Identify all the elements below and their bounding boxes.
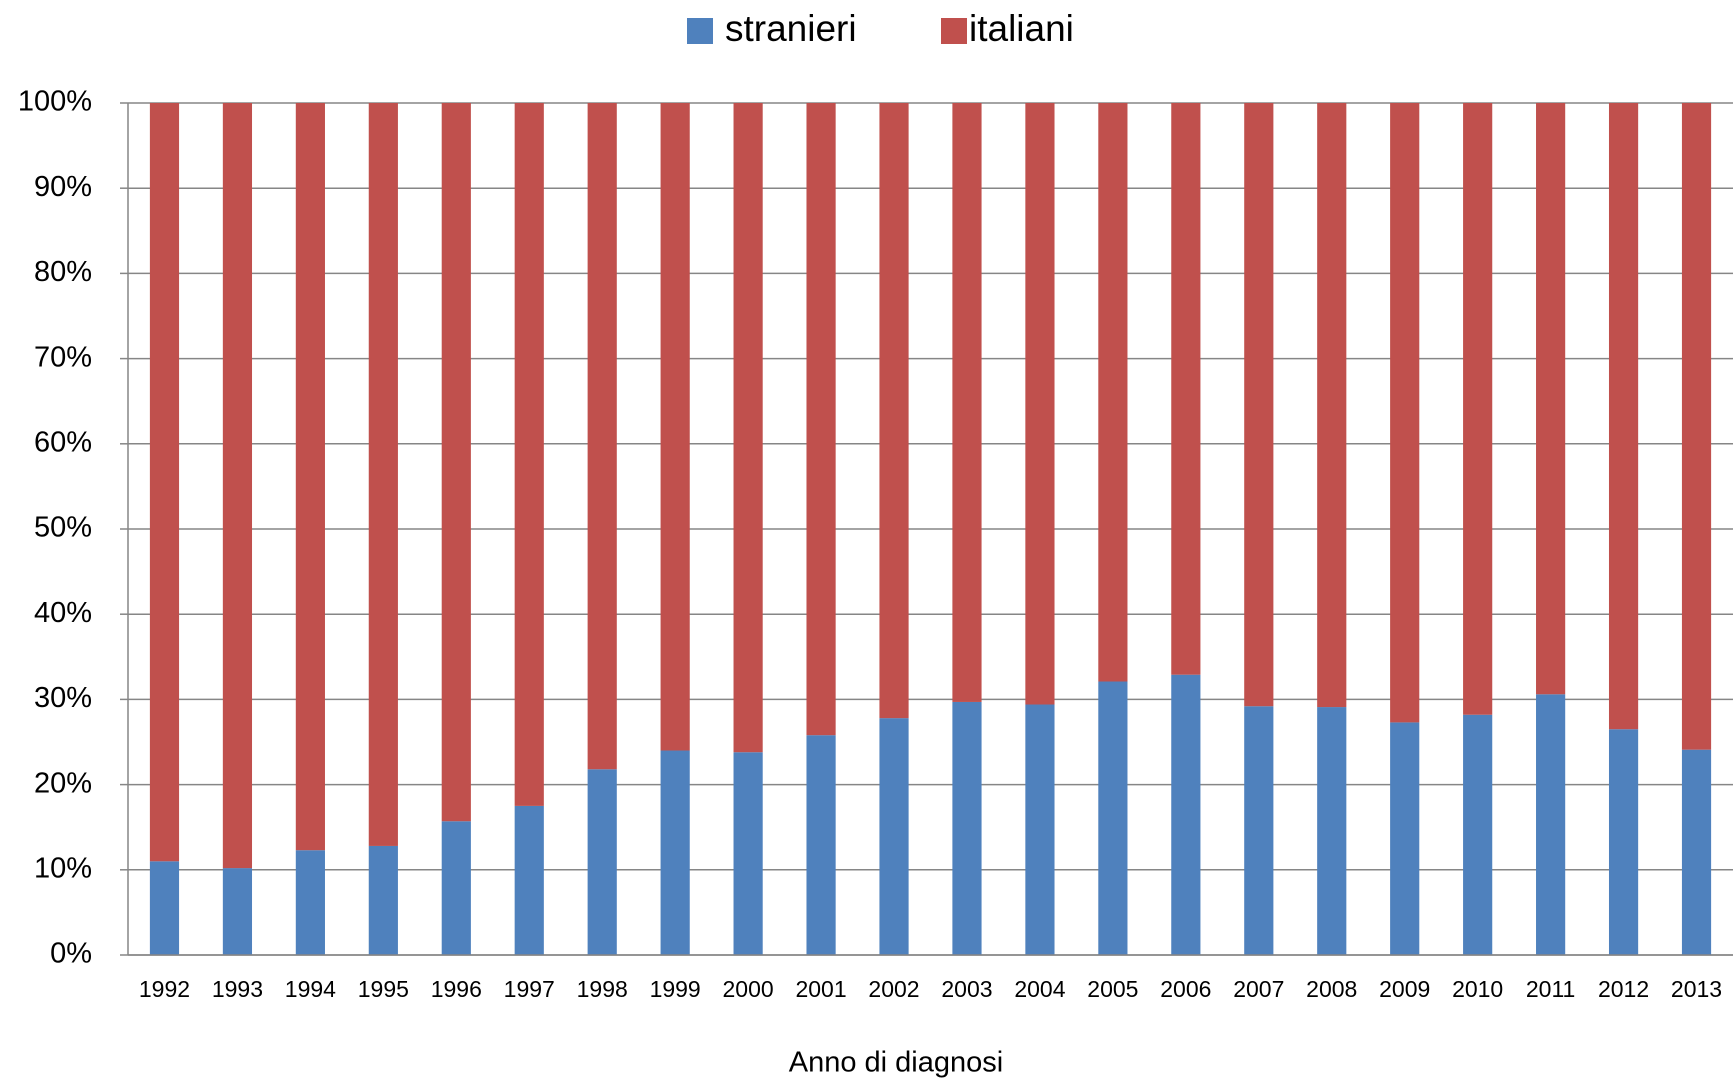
bar-segment — [368, 103, 398, 846]
x-tick-label: 2008 — [1306, 976, 1357, 1002]
x-tick-label: 2012 — [1598, 976, 1649, 1002]
bar-segment — [1608, 103, 1639, 730]
bar-segment — [441, 821, 471, 955]
bar-segment — [1681, 103, 1712, 750]
x-tick-label: 2006 — [1160, 976, 1211, 1002]
y-tick-label: 40% — [34, 597, 92, 629]
legend-swatch — [941, 18, 967, 44]
x-tick-label: 1993 — [212, 976, 263, 1002]
bar-segment — [733, 103, 763, 753]
bar-segment — [1098, 103, 1128, 682]
y-tick-label: 60% — [34, 426, 92, 458]
x-tick-label: 1998 — [577, 976, 628, 1002]
bar-segment — [1244, 706, 1274, 955]
bar-segment — [1171, 103, 1201, 675]
bar-segment — [295, 103, 325, 851]
bar-segment — [514, 805, 544, 955]
bar-segment — [879, 718, 909, 955]
bar-segment — [806, 103, 836, 736]
y-tick-label: 100% — [18, 86, 92, 118]
bar-segment — [1463, 103, 1493, 715]
x-tick-label: 1997 — [504, 976, 555, 1002]
bar-segment — [368, 845, 398, 955]
y-tick-label: 30% — [34, 682, 92, 714]
bar-segment — [733, 752, 763, 955]
bar-segment — [952, 103, 982, 702]
bar-segment — [1536, 694, 1566, 955]
bar-segment — [1317, 707, 1347, 955]
bar-segment — [587, 103, 617, 770]
bar-segment — [952, 701, 982, 955]
y-tick-label: 10% — [34, 852, 92, 884]
bar-segment — [879, 103, 909, 719]
y-tick-label: 50% — [34, 512, 92, 544]
x-tick-label: 2013 — [1671, 976, 1722, 1002]
x-tick-label: 2000 — [723, 976, 774, 1002]
bar-segment — [1463, 714, 1493, 955]
bar-segment — [1390, 103, 1420, 723]
bar-segment — [149, 103, 180, 862]
bar-segment — [1390, 722, 1420, 955]
bar-segment — [1098, 681, 1128, 955]
bar-segment — [441, 103, 471, 822]
bar-segment — [295, 850, 325, 955]
legend-label: italiani — [969, 8, 1074, 49]
x-tick-label: 2001 — [795, 976, 846, 1002]
x-tick-label: 2007 — [1233, 976, 1284, 1002]
x-tick-label: 2003 — [941, 976, 992, 1002]
legend-swatch — [687, 18, 713, 44]
bar-segment — [1025, 103, 1055, 705]
bar-segment — [587, 769, 617, 955]
x-tick-label: 2004 — [1014, 976, 1065, 1002]
bar-segment — [1608, 729, 1639, 955]
y-tick-label: 0% — [50, 938, 92, 970]
x-axis-title: Anno di diagnosi — [789, 1047, 1003, 1079]
x-tick-label: 1996 — [431, 976, 482, 1002]
x-tick-label: 1994 — [285, 976, 336, 1002]
y-tick-label: 90% — [34, 171, 92, 203]
x-tick-label: 1999 — [650, 976, 701, 1002]
y-tick-label: 70% — [34, 341, 92, 373]
x-tick-label: 2005 — [1087, 976, 1138, 1002]
bar-segment — [222, 868, 253, 955]
bar-segment — [1244, 103, 1274, 707]
bar-segment — [1171, 674, 1201, 955]
bar-segment — [149, 861, 180, 955]
bar-segment — [1025, 704, 1055, 955]
x-tick-label: 2011 — [1526, 976, 1575, 1002]
bar-segment — [1681, 749, 1712, 955]
x-tick-label: 1992 — [139, 976, 190, 1002]
x-tick-label: 1995 — [358, 976, 409, 1002]
y-tick-label: 80% — [34, 256, 92, 288]
bar-segment — [806, 735, 836, 955]
x-tick-label: 2009 — [1379, 976, 1430, 1002]
legend-label: stranieri — [725, 8, 857, 49]
bar-segment — [1317, 103, 1347, 708]
y-tick-label: 20% — [34, 767, 92, 799]
x-tick-label: 2010 — [1452, 976, 1503, 1002]
bar-segment — [514, 103, 544, 806]
bar-segment — [660, 750, 690, 955]
bar-segment — [222, 103, 253, 869]
bar-segment — [1536, 103, 1566, 695]
x-tick-label: 2002 — [868, 976, 919, 1002]
bar-segment — [660, 103, 690, 751]
